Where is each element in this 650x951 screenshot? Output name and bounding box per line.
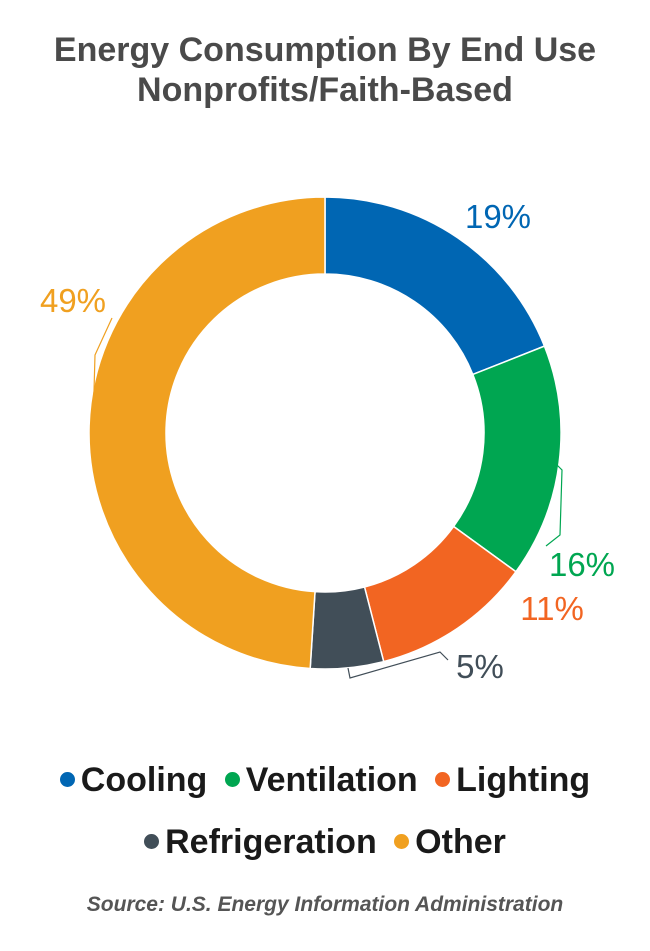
leader-line-refrigeration <box>347 651 449 679</box>
slice-other <box>88 196 326 670</box>
legend-dot-cooling <box>59 771 75 787</box>
source-note: Source: U.S. Energy Information Administ… <box>86 893 564 916</box>
legend-label-ventilation: Ventilation <box>245 761 418 799</box>
legend-item-cooling: Cooling <box>59 760 208 800</box>
legend-item-ventilation: Ventilation <box>224 760 418 800</box>
data-label-lighting: 11% <box>520 590 584 627</box>
legend-dot-other <box>394 833 410 849</box>
chart-title-line-2: Nonprofits/Faith-Based <box>137 71 513 109</box>
legend-item-lighting: Lighting <box>435 760 590 800</box>
legend-label-refrigeration: Refrigeration <box>165 823 377 861</box>
chart-title-line-1: Energy Consumption By End Use <box>53 31 597 69</box>
leader-line-other <box>92 317 113 429</box>
legend-dot-ventilation <box>224 771 240 787</box>
legend-item-other: Other <box>394 822 506 862</box>
chart-title: Energy Consumption By End Use Nonprofits… <box>0 30 650 110</box>
legend-row-2: Refrigeration Other <box>0 822 650 862</box>
data-label-ventilation: 16% <box>549 546 615 583</box>
legend-label-lighting: Lighting <box>456 761 591 799</box>
legend-dot-refrigeration <box>144 833 160 849</box>
legend-item-refrigeration: Refrigeration <box>144 822 377 862</box>
leader-line-ventilation <box>545 462 563 547</box>
legend-label-other: Other <box>415 823 506 861</box>
data-label-other: 49% <box>40 282 106 319</box>
data-label-refrigeration: 5% <box>456 648 504 685</box>
legend-label-cooling: Cooling <box>80 761 208 799</box>
legend-row-1: Cooling Ventilation Lighting <box>0 760 650 800</box>
data-label-cooling: 19% <box>465 198 531 235</box>
legend-dot-lighting <box>435 771 451 787</box>
